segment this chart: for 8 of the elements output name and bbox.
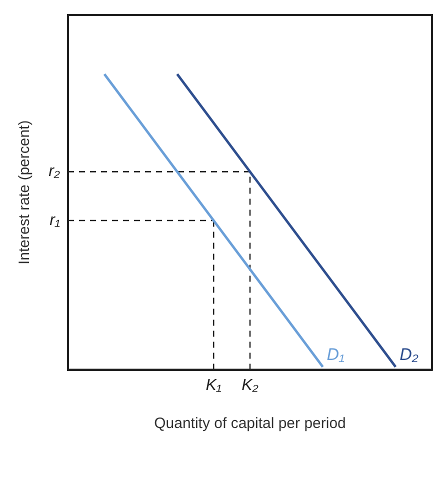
x-tick-label: K₁ (206, 376, 222, 394)
series-label: D₁ (326, 345, 344, 364)
series-label: D₂ (400, 345, 419, 364)
ref-line-label: r₂ (48, 163, 60, 180)
y-axis-title: Interest rate (percent) (16, 120, 34, 265)
x-axis-title: Quantity of capital per period (154, 415, 346, 432)
ref-line-label: r₁ (50, 212, 60, 229)
x-tick-label: K₂ (242, 376, 258, 394)
